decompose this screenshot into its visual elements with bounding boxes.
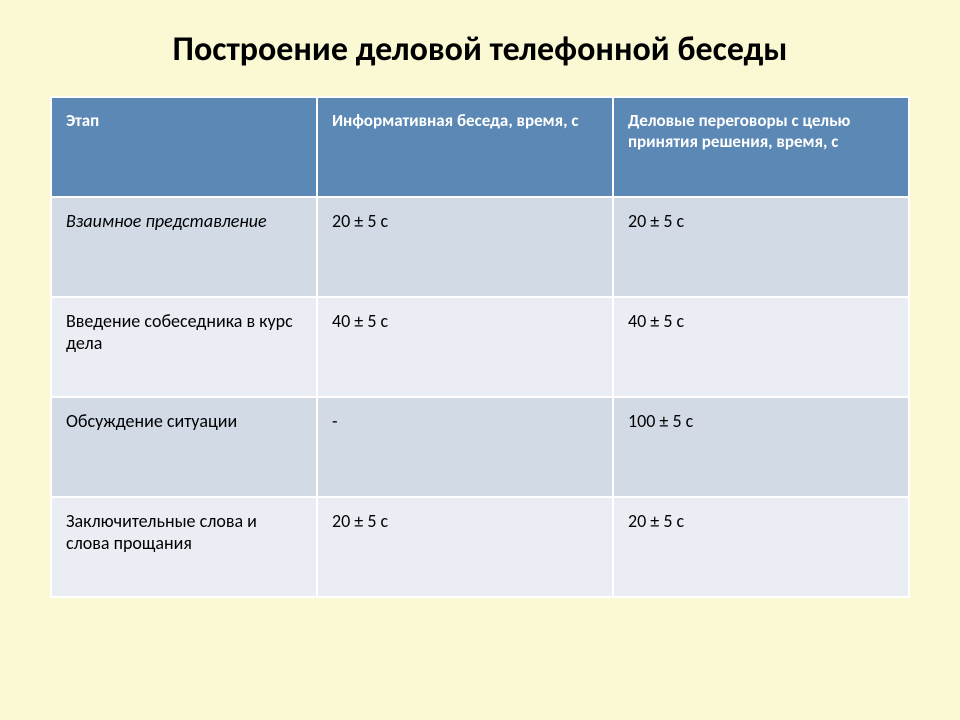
cell-stage: Заключительные слова и слова прощания: [51, 497, 317, 597]
slide-title: Построение деловой телефонной беседы: [50, 30, 910, 71]
column-header-decision: Деловые переговоры с целью принятия реше…: [613, 97, 909, 197]
phone-conversation-table: Этап Информативная беседа, время, с Дело…: [50, 96, 910, 598]
cell-info: 20 ± 5 с: [317, 497, 613, 597]
column-header-informative: Информативная беседа, время, с: [317, 97, 613, 197]
cell-info: 40 ± 5 с: [317, 297, 613, 397]
table-row: Заключительные слова и слова прощания 20…: [51, 497, 909, 597]
cell-decision: 40 ± 5 с: [613, 297, 909, 397]
cell-stage: Обсуждение ситуации: [51, 397, 317, 497]
cell-decision: 20 ± 5 с: [613, 497, 909, 597]
table-header-row: Этап Информативная беседа, время, с Дело…: [51, 97, 909, 197]
cell-info: -: [317, 397, 613, 497]
cell-decision: 20 ± 5 с: [613, 197, 909, 297]
table-row: Взаимное представление 20 ± 5 с 20 ± 5 с: [51, 197, 909, 297]
table-row: Обсуждение ситуации - 100 ± 5 с: [51, 397, 909, 497]
column-header-stage: Этап: [51, 97, 317, 197]
cell-stage: Взаимное представление: [51, 197, 317, 297]
cell-stage: Введение собеседника в курс дела: [51, 297, 317, 397]
cell-info: 20 ± 5 с: [317, 197, 613, 297]
table-row: Введение собеседника в курс дела 40 ± 5 …: [51, 297, 909, 397]
cell-decision: 100 ± 5 с: [613, 397, 909, 497]
